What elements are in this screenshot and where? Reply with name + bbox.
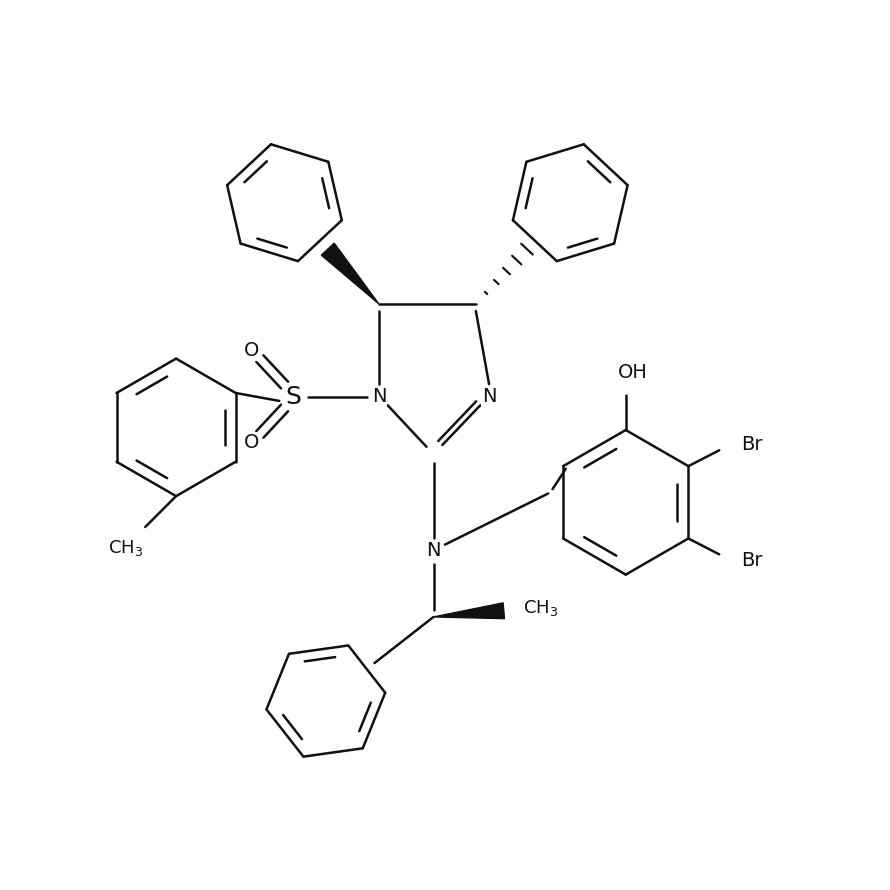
- Text: N: N: [372, 387, 386, 406]
- Text: N: N: [481, 387, 497, 406]
- Text: O: O: [244, 433, 260, 452]
- Text: OH: OH: [618, 362, 648, 382]
- Text: CH$_3$: CH$_3$: [109, 538, 143, 557]
- Text: Br: Br: [741, 434, 763, 454]
- Polygon shape: [321, 243, 379, 303]
- Text: O: O: [244, 341, 260, 360]
- Text: N: N: [426, 541, 441, 561]
- Text: CH$_3$: CH$_3$: [523, 598, 558, 619]
- Polygon shape: [433, 603, 505, 619]
- Text: Br: Br: [741, 551, 763, 570]
- Text: S: S: [286, 384, 302, 409]
